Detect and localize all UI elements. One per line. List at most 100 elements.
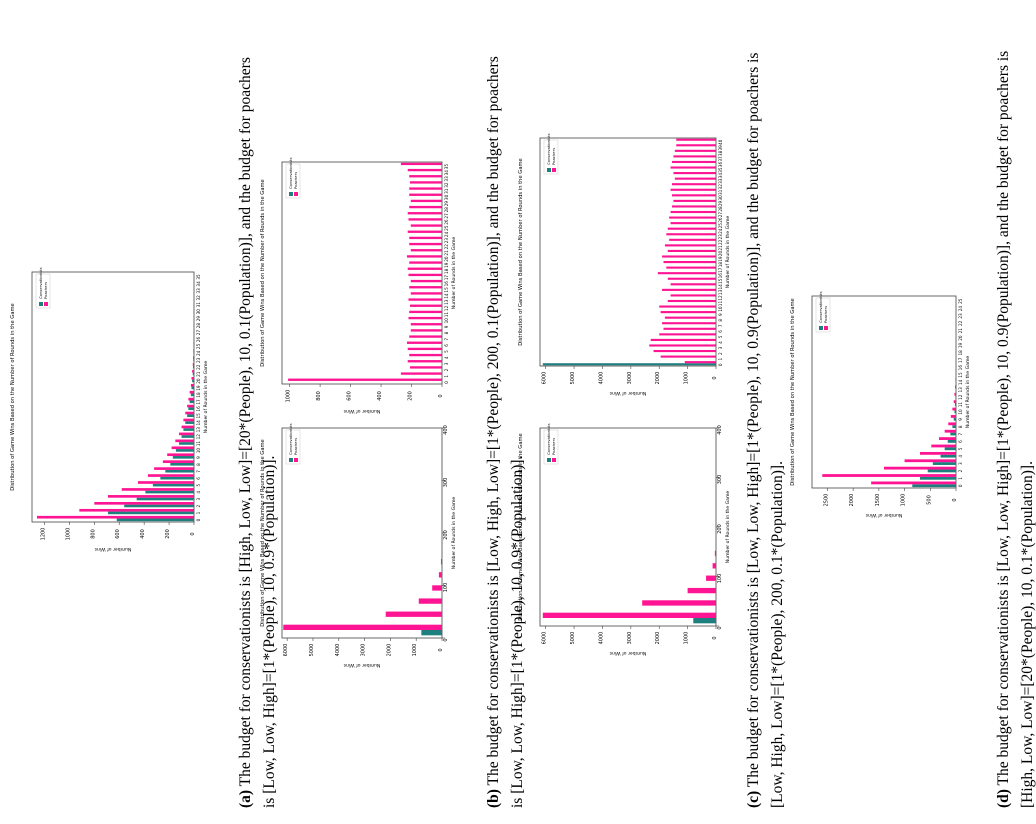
bar-conservationists: [152, 483, 194, 487]
bar-poachers: [676, 138, 716, 141]
x-tick-label: 8: [958, 425, 963, 428]
bar-poachers: [670, 210, 716, 214]
legend-label-poachers: Poachers: [551, 438, 556, 455]
bar-poachers: [407, 212, 442, 215]
x-tick-label: 13: [444, 299, 449, 305]
legend-swatch-poachers: [294, 192, 298, 196]
x-tick-label: 10: [196, 448, 201, 454]
legend-label-poachers: Poachers: [551, 148, 556, 165]
bar-poachers: [664, 244, 716, 247]
x-tick-label: 300: [443, 478, 449, 488]
bar-poachers: [659, 333, 716, 336]
y-tick-label: 1000: [286, 390, 292, 403]
legend-box: [543, 429, 559, 465]
x-tick-label: 22: [196, 364, 201, 370]
bar-poachers: [175, 439, 194, 443]
x-tick-label: 24: [958, 306, 963, 312]
x-tick-label: 34: [196, 281, 201, 287]
x-tick-label: 12: [958, 394, 963, 400]
bar-conservationists: [912, 484, 956, 488]
x-tick-label: 30: [718, 195, 723, 201]
y-tick-label: 0: [190, 532, 196, 535]
bar-poachers: [666, 266, 716, 269]
plot-frame: [811, 295, 957, 489]
x-tick-label: 100: [443, 583, 449, 593]
bar-poachers: [408, 218, 442, 221]
bar-poachers: [410, 304, 442, 307]
chart-c2: 0100020003000400050006000012345678910111…: [518, 133, 731, 396]
bar-conservationists: [124, 504, 194, 508]
bar-poachers: [662, 255, 716, 258]
bar-poachers: [192, 370, 194, 373]
bar-poachers: [400, 372, 442, 375]
y-tick-label: 6000: [542, 372, 548, 385]
x-tick-label: 6: [196, 477, 201, 480]
y-axis-label: Number of Wins: [865, 512, 902, 518]
chart-title: Distribution of Game Wins Based on the N…: [10, 303, 16, 490]
chart-title: Distribution of Game Wins Based on the N…: [260, 179, 266, 366]
x-tick-label: 25: [444, 225, 449, 231]
caption-b-tag: (b): [485, 789, 502, 808]
chart-group: 0100020003000400050006000012345678910111…: [518, 133, 731, 396]
y-tick-label: 2500: [823, 494, 829, 507]
bar-poachers: [670, 188, 716, 191]
y-tick-label: 600: [347, 391, 353, 401]
x-tick-label: 3: [196, 498, 201, 501]
x-tick-label: 0: [718, 363, 723, 366]
x-axis-label: Number of Rounds in the Game: [451, 237, 457, 310]
legend: Conservationists Poachers: [285, 157, 301, 199]
x-tick-label: 31: [444, 188, 449, 194]
x-tick-label: 20: [718, 251, 723, 257]
bar-poachers: [187, 404, 194, 408]
bar-poachers: [406, 341, 442, 344]
x-tick-label: 12: [444, 305, 449, 311]
bar-poachers: [944, 429, 956, 433]
caption-d-tag: (d): [995, 789, 1012, 808]
bar-conservationists: [542, 363, 716, 366]
x-tick-label: 26: [718, 217, 723, 223]
bar-conservationists: [183, 428, 194, 431]
bar-poachers: [642, 600, 716, 606]
bar-conservationists: [192, 372, 194, 376]
bar-poachers: [193, 349, 194, 352]
x-tick-label: 17: [718, 267, 723, 273]
bar-poachers: [871, 481, 956, 485]
bar-conservationists: [421, 630, 442, 636]
x-tick-label: 21: [958, 328, 963, 334]
x-tick-label: 13: [718, 289, 723, 295]
x-tick-label: 33: [444, 176, 449, 182]
bar-poachers: [706, 575, 716, 581]
caption-d: (d) The budget for conservationists is […: [992, 51, 1036, 808]
bar-conservationists: [932, 462, 956, 465]
bar-poachers: [939, 437, 956, 440]
x-tick-label: 16: [196, 406, 201, 412]
x-tick-label: 16: [444, 281, 449, 287]
bar-poachers: [154, 467, 194, 470]
bar-poachers: [673, 199, 716, 202]
bar-conservationists: [944, 447, 956, 451]
y-tick-label: 4000: [598, 372, 604, 385]
x-tick-label: 5: [196, 484, 201, 487]
x-tick-label: 22: [444, 244, 449, 250]
bar-poachers: [674, 149, 716, 152]
x-tick-label: 6: [958, 440, 963, 443]
x-tick-label: 33: [718, 178, 723, 184]
legend-label-poachers: Poachers: [293, 172, 298, 189]
bar-poachers: [407, 267, 442, 270]
x-tick-label: 400: [717, 425, 723, 435]
y-tick-label: 0: [712, 636, 718, 639]
bar-poachers: [189, 390, 194, 394]
chart-group: 0200400600800100001234567891011121314151…: [260, 157, 457, 414]
bar-poachers: [659, 305, 716, 308]
x-tick-label: 14: [718, 284, 723, 290]
x-tick-label: 36: [718, 162, 723, 168]
chart-a2: 0200400600800100001234567891011121314151…: [260, 157, 457, 414]
x-tick-label: 23: [718, 234, 723, 240]
chart-group: 0 1000 2000 3000 4000 5000 6000 0 100 200 300 400 Di…: [518, 423, 731, 656]
bar-conservationists: [175, 449, 194, 452]
bar-poachers: [410, 329, 442, 332]
x-tick-label: 10: [958, 409, 963, 415]
y-tick-label: 4000: [335, 644, 341, 657]
bar-poachers: [190, 383, 194, 387]
x-tick-label: 8: [196, 463, 201, 466]
